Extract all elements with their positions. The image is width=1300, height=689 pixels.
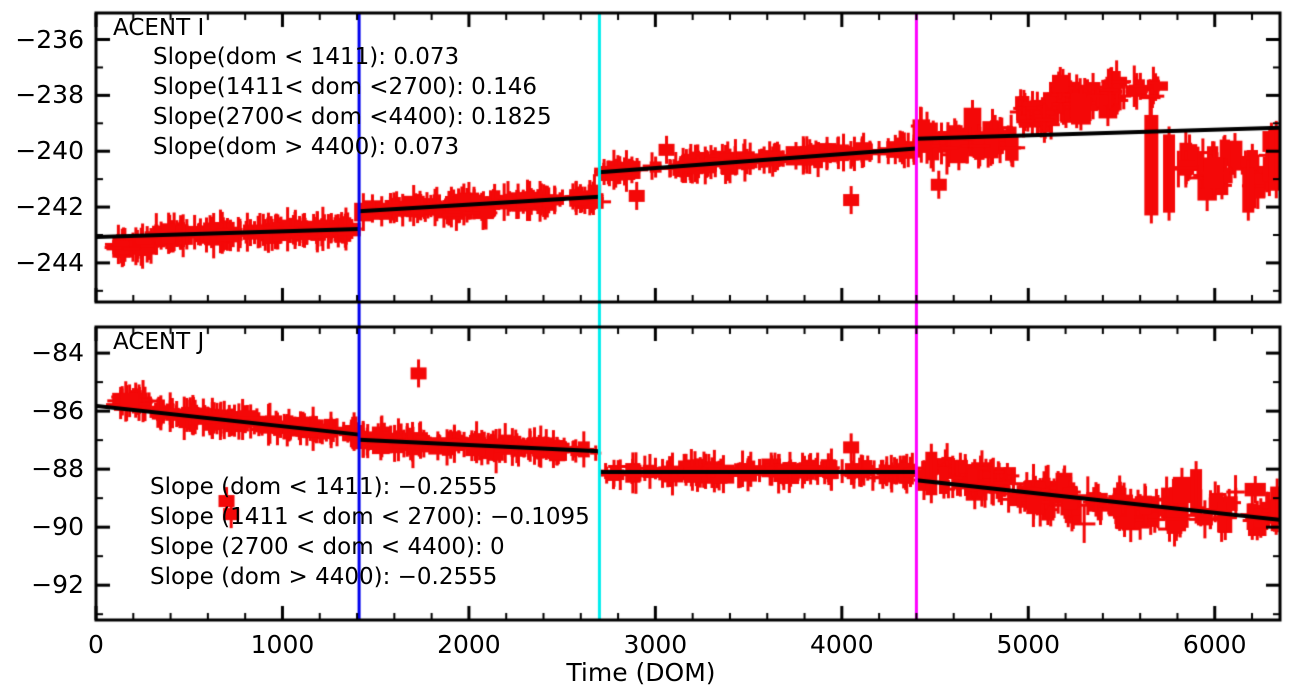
y-tick-label: −240 — [15, 136, 84, 166]
x-tick-label: 1000 — [250, 630, 315, 659]
x-tick-label: 6000 — [1182, 630, 1247, 659]
y-tick-label: −86 — [31, 396, 84, 426]
slope-annotation: Slope (dom > 4400): −0.2555 — [150, 564, 498, 590]
x-tick-label: 4000 — [810, 630, 874, 659]
y-tick-label: −244 — [15, 247, 84, 277]
x-tick-label: 0 — [88, 630, 104, 659]
slope-annotation: Slope (2700 < dom < 4400): 0 — [150, 534, 505, 560]
x-tick-label: 5000 — [996, 630, 1061, 659]
x-axis-label: Time (DOM) — [566, 658, 716, 687]
slope-annotation: Slope(dom > 4400): 0.073 — [153, 134, 460, 160]
panel-title-acent-j: ACENT J — [113, 329, 205, 355]
y-tick-label: −88 — [31, 454, 84, 484]
y-tick-label: −84 — [31, 338, 84, 368]
slope-annotation: Slope (dom < 1411): −0.2555 — [150, 474, 498, 500]
slope-annotation: Slope(1411< dom <2700): 0.146 — [153, 74, 537, 100]
slope-annotation: Slope(2700< dom <4400): 0.1825 — [153, 104, 552, 130]
y-tick-label: −236 — [15, 24, 84, 54]
x-tick-label: 2000 — [437, 630, 501, 659]
y-tick-label: −92 — [31, 570, 84, 600]
slope-annotation: Slope(dom < 1411): 0.073 — [153, 44, 460, 70]
slope-annotation: Slope (1411 < dom < 2700): −0.1095 — [150, 504, 590, 530]
y-tick-label: −238 — [15, 80, 84, 110]
x-tick-label: 3000 — [623, 630, 688, 659]
panel-title-acent-i: ACENT I — [113, 15, 205, 41]
y-tick-label: −242 — [15, 192, 84, 222]
y-tick-label: −90 — [31, 512, 84, 542]
